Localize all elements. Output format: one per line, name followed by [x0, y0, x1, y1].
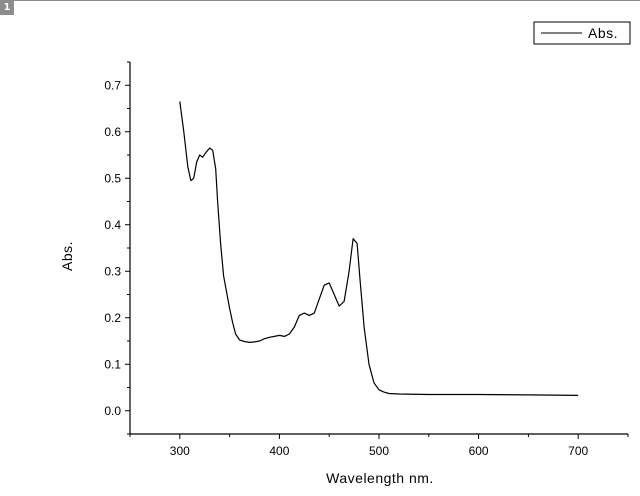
y-tick-label: 0.7	[104, 78, 121, 92]
y-tick-label: 0.2	[104, 311, 121, 325]
x-tick-label: 400	[269, 444, 289, 458]
legend: Abs.	[533, 21, 631, 45]
series-line-abs	[179, 101, 579, 396]
x-tick-label: 600	[469, 444, 489, 458]
x-tick-label: 700	[568, 444, 588, 458]
series-layer	[179, 101, 579, 396]
y-tick-label: 0.1	[104, 357, 121, 371]
page-number-badge: 1	[0, 0, 14, 15]
x-tick-label: 500	[369, 444, 389, 458]
x-tick-label: 300	[170, 444, 190, 458]
x-axis-title: Wavelength nm.	[326, 470, 434, 486]
y-tick-label: 0.4	[104, 218, 121, 232]
top-divider	[14, 0, 640, 1]
y-tick-label: 0.0	[104, 404, 121, 418]
y-axis-title: Abs.	[59, 241, 75, 271]
x-axis-ticks: 300 400 500 600 700	[129, 434, 629, 458]
legend-label-abs: Abs.	[588, 25, 618, 41]
y-tick-label: 0.3	[104, 264, 121, 278]
y-tick-label: 0.5	[104, 171, 121, 185]
y-axis-ticks: 0.0 0.1 0.2 0.3 0.4 0.5 0.6 0.7	[104, 61, 130, 435]
y-tick-label: 0.6	[104, 125, 121, 139]
plot-area: 0.0 0.1 0.2 0.3 0.4 0.5 0.6 0.7 300 400 500 600 700	[104, 61, 629, 458]
